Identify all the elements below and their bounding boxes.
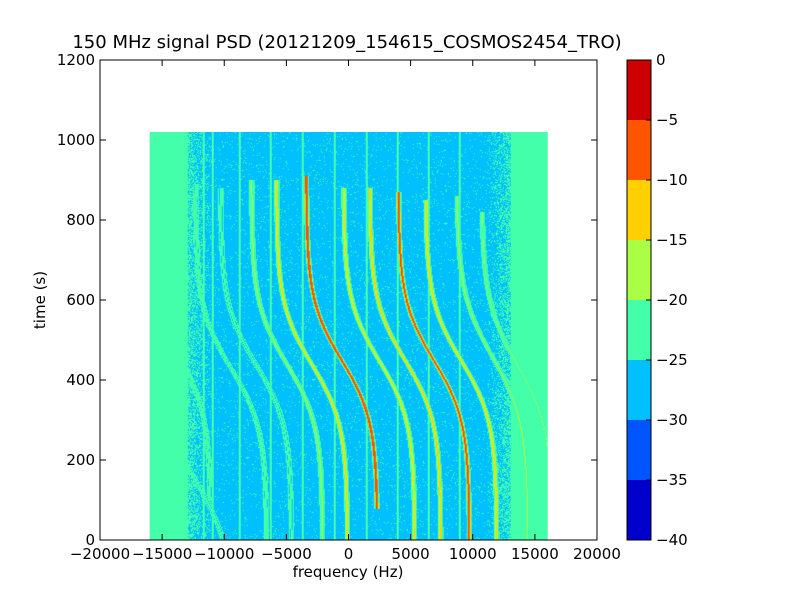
colorbar-segment: [627, 60, 651, 120]
y-axis-label: time (s): [31, 271, 49, 329]
y-tick-label: 0: [85, 531, 95, 549]
colorbar-segment: [627, 120, 651, 180]
y-tick-label: 600: [66, 291, 95, 309]
y-tick-label: 1000: [57, 131, 95, 149]
colorbar-segment: [627, 480, 651, 540]
x-axis-label: frequency (Hz): [293, 563, 404, 581]
y-tick-label: 1200: [57, 51, 95, 69]
heatmap-image: [149, 132, 548, 540]
colorbar-tick-label: −10: [656, 171, 688, 189]
colorbar-segment: [627, 300, 651, 360]
colorbar-tick-label: −35: [656, 471, 688, 489]
colorbar-tick-label: −40: [656, 531, 688, 549]
plot-area: [99, 59, 598, 541]
x-tick-label: 15000: [511, 545, 559, 563]
x-tick-label: −10000: [194, 545, 254, 563]
colorbar-segment: [627, 420, 651, 480]
y-tick-label: 200: [66, 451, 95, 469]
colorbar-segment: [627, 180, 651, 240]
colorbar-tick-label: 0: [656, 51, 666, 69]
x-tick-label: 5000: [392, 545, 430, 563]
colorbar-tick-label: −15: [656, 231, 688, 249]
y-tick-label: 400: [66, 371, 95, 389]
x-tick-label: −15000: [132, 545, 192, 563]
y-axis: 0 200 400 600 800 1000 1200: [57, 51, 597, 549]
colorbar-tick-label: −5: [656, 111, 678, 129]
colorbar-tick-label: −20: [656, 291, 688, 309]
colorbar: 0 −5 −10 −15 −20 −25 −30 −35 −40: [626, 51, 688, 549]
chart-title: 150 MHz signal PSD (20121209_154615_COSM…: [72, 32, 621, 53]
y-tick-label: 800: [66, 211, 95, 229]
colorbar-tick-label: −25: [656, 351, 688, 369]
colorbar-tick-label: −30: [656, 411, 688, 429]
x-tick-label: 0: [344, 545, 354, 563]
x-tick-label: −5000: [261, 545, 312, 563]
x-tick-label: 10000: [449, 545, 497, 563]
x-tick-label: 20000: [573, 545, 621, 563]
colorbar-segment: [627, 240, 651, 300]
colorbar-segment: [627, 360, 651, 420]
x-tick-label: −20000: [70, 545, 130, 563]
x-axis: −20000 −15000 −10000 −5000 0 5000 10000 15000 20…: [70, 60, 621, 563]
